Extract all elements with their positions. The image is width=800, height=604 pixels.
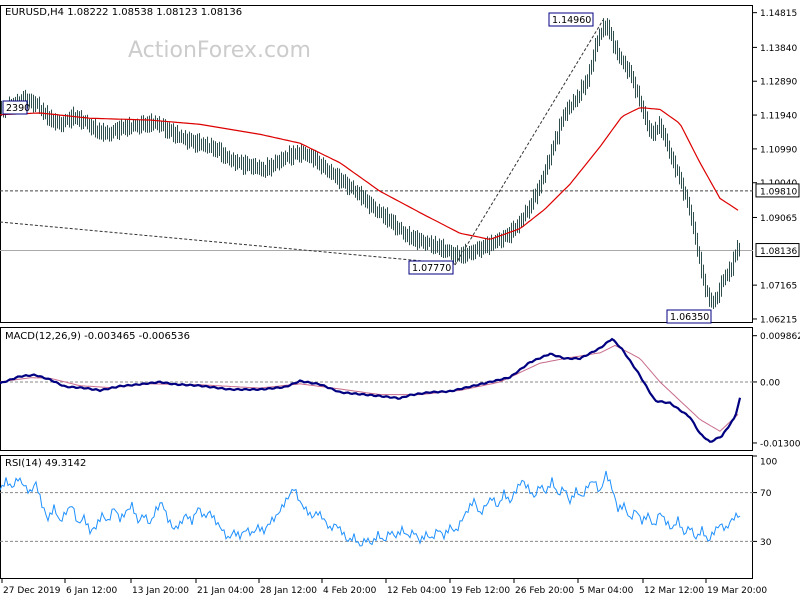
macd-lines <box>0 337 742 443</box>
level-price-tag: 1.09810 <box>760 187 797 197</box>
macd-tick-label: 0.009862 <box>760 332 800 342</box>
price-tick-label: 1.06215 <box>760 315 797 325</box>
price-tick-label: 1.12890 <box>760 78 797 88</box>
price-tick-label: 1.13840 <box>760 44 797 54</box>
rsi-line <box>0 470 741 547</box>
price-annotations: 2390 1.07770 1.14960 1.06350 <box>2 12 712 324</box>
price-annotation-box <box>666 309 712 324</box>
rsi-levels <box>0 492 753 542</box>
level-price-tag-box <box>755 183 800 198</box>
price-tick-label: 1.14815 <box>760 9 797 19</box>
time-tick-label: 13 Jan 20:00 <box>132 586 189 596</box>
time-tick-label: 19 Feb 12:00 <box>451 586 510 596</box>
macd-main-line <box>0 337 742 443</box>
trendline-rise <box>454 19 604 266</box>
price-annotation-label: 1.07770 <box>412 263 451 274</box>
rsi-panel-frame <box>0 455 753 579</box>
time-tick-label: 4 Feb 20:00 <box>323 586 377 596</box>
watermark: ActionForex.com <box>128 38 311 63</box>
macd-tick-label: -0.013002 <box>760 439 800 449</box>
time-tick-label: 5 Mar 04:00 <box>579 586 634 596</box>
time-tick-label: 21 Jan 04:00 <box>197 586 254 596</box>
rsi-axis: 100 70 30 <box>753 455 777 548</box>
time-tick-label: 26 Feb 20:00 <box>515 586 574 596</box>
price-annotation-box <box>408 260 454 275</box>
rsi-tick-label: 100 <box>760 458 777 468</box>
price-tick-label: 1.09065 <box>760 214 797 224</box>
price-axis: 1.148151.138401.128901.119401.109901.100… <box>753 9 800 325</box>
time-tick-label: 27 Dec 2019 <box>3 586 61 596</box>
time-tick-label: 28 Jan 12:00 <box>260 586 317 596</box>
main-header: EURUSD,H4 1.08222 1.08538 1.08123 1.0813… <box>5 7 242 18</box>
macd-axis: 0.009862 0.00 -0.013002 <box>753 332 800 449</box>
price-annotation-label: 2390 <box>6 103 30 114</box>
price-annotation-label: 1.14960 <box>552 15 591 26</box>
sma-line <box>0 107 739 240</box>
moving-average <box>0 107 739 240</box>
current-price-tag: 1.08136 <box>760 247 797 257</box>
price-annotation-box <box>2 100 28 115</box>
trendline-lower <box>0 221 456 265</box>
trendlines <box>0 19 604 266</box>
price-bars <box>1 18 740 309</box>
time-tick-label: 12 Feb 04:00 <box>387 586 446 596</box>
rsi-header: RSI(14) 49.3142 <box>5 458 86 469</box>
price-annotation-box <box>548 12 594 27</box>
current-price-tag-box <box>755 243 800 258</box>
time-tick-label: 19 Mar 20:00 <box>707 586 767 596</box>
price-annotation-label: 1.06350 <box>670 312 709 323</box>
macd-tick-label: 0.00 <box>760 378 780 388</box>
rsi-line <box>0 470 741 547</box>
price-tick-label: 1.07165 <box>760 282 797 292</box>
rsi-tick-label: 70 <box>760 489 772 499</box>
price-tick-label: 1.10990 <box>760 145 797 155</box>
price-tick-label: 1.11940 <box>760 112 797 122</box>
main-reference-lines <box>0 190 753 252</box>
time-tick-label: 12 Mar 12:00 <box>644 586 704 596</box>
time-tick-label: 6 Jan 12:00 <box>66 586 118 596</box>
macd-header: MACD(12,26,9) -0.003465 -0.006536 <box>5 331 190 342</box>
time-axis: 27 Dec 2019 6 Jan 12:00 13 Jan 20:00 21 Jan… <box>1 578 767 596</box>
main-panel-frame <box>0 5 753 323</box>
rsi-tick-label: 30 <box>760 538 772 548</box>
macd-panel-frame <box>0 327 753 451</box>
